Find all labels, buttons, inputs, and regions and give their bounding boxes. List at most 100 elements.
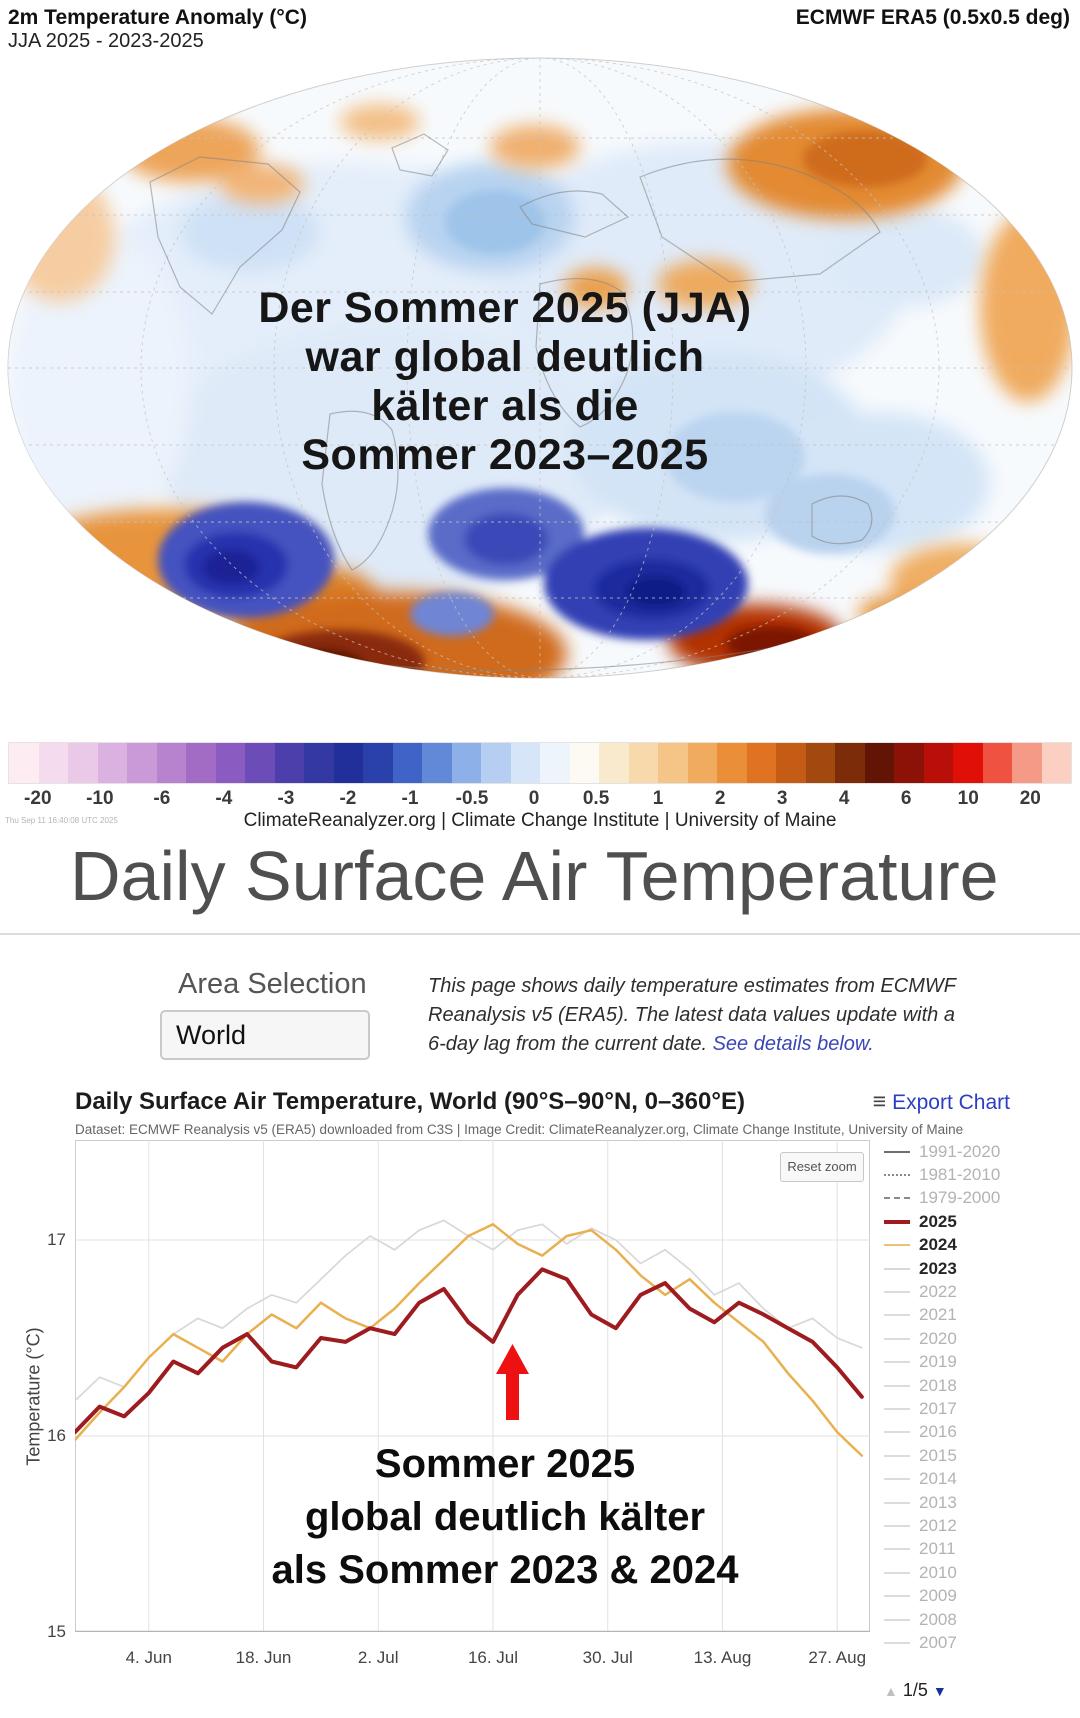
x-tick-label: 30. Jul	[582, 1648, 633, 1667]
x-tick-label: 16. Jul	[467, 1648, 519, 1667]
legend-item-2024[interactable]: 2024	[884, 1234, 1074, 1257]
y-tick-label: 16	[47, 1425, 66, 1445]
legend-item-2015[interactable]: 2015	[884, 1444, 1074, 1467]
annotation-line: als Sommer 2023 & 2024	[271, 1548, 739, 1592]
legend-item-2017[interactable]: 2017	[884, 1397, 1074, 1420]
colorbar-tick: -6	[153, 788, 171, 809]
colorbar-cell	[1012, 743, 1042, 783]
legend-item-2007[interactable]: 2007	[884, 1631, 1074, 1654]
export-chart-button[interactable]: ≡ Export Chart	[873, 1088, 1010, 1115]
colorbar-cells	[8, 742, 1072, 784]
colorbar-tick: -4	[215, 788, 233, 809]
timeseries-chart[interactable]	[75, 1140, 870, 1632]
legend-page-down-icon[interactable]: ▼	[932, 1683, 947, 1699]
legend-pagination: ▲ 1/5 ▼	[884, 1680, 947, 1701]
legend-line-sample	[884, 1407, 910, 1410]
legend-line-sample	[884, 1244, 910, 1247]
colorbar-cell	[245, 743, 275, 783]
hamburger-icon[interactable]: ≡	[872, 1088, 887, 1114]
legend-item-2010[interactable]: 2010	[884, 1561, 1074, 1584]
x-tick-label: 2. Jul	[357, 1648, 399, 1667]
legend-item-2009[interactable]: 2009	[884, 1584, 1074, 1607]
legend-line-sample	[884, 1197, 910, 1200]
colorbar-tick: 1	[652, 788, 664, 809]
legend-line-sample	[884, 1454, 910, 1457]
annotation-line: global deutlich kälter	[304, 1495, 706, 1539]
legend-item-2023[interactable]: 2023	[884, 1257, 1074, 1280]
export-chart-label[interactable]: Export Chart	[892, 1091, 1010, 1114]
annotation-arrow-up-icon	[496, 1344, 529, 1420]
anomaly-map: Der Sommer 2025 (JJA) war global deutlic…	[0, 52, 1080, 684]
colorbar-cell	[746, 743, 776, 783]
legend-label: 2022	[919, 1282, 957, 1302]
colorbar-cell	[215, 743, 245, 783]
legend-item-1981-2010[interactable]: 1981-2010	[884, 1163, 1074, 1186]
series-2025	[75, 1267, 864, 1435]
colorbar-tick: 3	[776, 788, 788, 809]
colorbar-tick: -2	[339, 788, 357, 809]
legend-item-2018[interactable]: 2018	[884, 1374, 1074, 1397]
colorbar-tick: 20	[1019, 788, 1041, 809]
legend-label: 2009	[919, 1586, 957, 1606]
x-tick-label: 18. Jun	[235, 1648, 292, 1667]
colorbar-cell	[156, 743, 186, 783]
legend-label: 2012	[919, 1515, 957, 1535]
legend-item-2014[interactable]: 2014	[884, 1467, 1074, 1490]
area-select-dropdown[interactable]: World	[160, 1010, 370, 1060]
legend-label: 2018	[919, 1375, 957, 1395]
map-overlay-line: war global deutlich	[305, 333, 705, 381]
map-timestamp: Thu Sep 11 16:40:08 UTC 2025	[5, 816, 118, 825]
legend-line-sample	[884, 1548, 910, 1551]
legend-line-sample	[884, 1524, 910, 1527]
legend-line-sample	[884, 1337, 910, 1340]
legend-label: 2010	[919, 1562, 957, 1582]
legend-item-2020[interactable]: 2020	[884, 1327, 1074, 1350]
colorbar-cell	[628, 743, 658, 783]
legend-line-sample	[884, 1431, 910, 1434]
legend-item-2012[interactable]: 2012	[884, 1514, 1074, 1537]
see-details-link[interactable]: See details below.	[712, 1033, 874, 1055]
legend-item-1979-2000[interactable]: 1979-2000	[884, 1187, 1074, 1210]
annotation-line: Sommer 2025	[374, 1442, 636, 1486]
legend-item-2016[interactable]: 2016	[884, 1421, 1074, 1444]
legend-item-2013[interactable]: 2013	[884, 1491, 1074, 1514]
map-source: ECMWF ERA5 (0.5x0.5 deg)	[795, 6, 1070, 29]
map-title: 2m Temperature Anomaly (°C)	[8, 6, 307, 29]
map-overlay-line: Sommer 2023–2025	[301, 431, 709, 479]
colorbar-tick: -0.5	[455, 788, 489, 809]
legend-label: 2008	[919, 1609, 957, 1629]
legend-label: 2011	[919, 1539, 956, 1559]
legend-item-1991-2020[interactable]: 1991-2020	[884, 1140, 1074, 1163]
colorbar-cell	[599, 743, 629, 783]
legend-item-2019[interactable]: 2019	[884, 1351, 1074, 1374]
legend-item-2025[interactable]: 2025	[884, 1210, 1074, 1233]
legend-item-2021[interactable]: 2021	[884, 1304, 1074, 1327]
y-axis-title: Temperature (°C)	[23, 1327, 44, 1466]
legend-item-2008[interactable]: 2008	[884, 1608, 1074, 1631]
colorbar-cell	[186, 743, 216, 783]
legend-line-sample	[884, 1174, 910, 1177]
chart-annotation: Sommer 2025 global deutlich kälter als S…	[155, 1438, 855, 1597]
anomaly-map-svg	[7, 57, 1073, 679]
legend-item-2011[interactable]: 2011	[884, 1538, 1074, 1561]
reset-zoom-button[interactable]: Reset zoom	[780, 1152, 864, 1182]
colorbar-cell	[274, 743, 304, 783]
legend-line-sample	[884, 1478, 910, 1481]
x-tick-label: 4. Jun	[125, 1648, 172, 1667]
legend-item-2022[interactable]: 2022	[884, 1280, 1074, 1303]
colorbar-tick: -3	[277, 788, 295, 809]
legend-label: 2013	[919, 1492, 957, 1512]
legend-line-sample	[884, 1219, 910, 1224]
colorbar-cell	[392, 743, 422, 783]
legend-page-up-icon[interactable]: ▲	[884, 1683, 898, 1699]
map-overlay-line: Der Sommer 2025 (JJA)	[258, 284, 752, 332]
colorbar-tick: 0.5	[582, 788, 610, 809]
colorbar-tick: 0	[528, 788, 540, 809]
colorbar-tick: 4	[838, 788, 850, 809]
legend-page-indicator: 1/5	[902, 1680, 928, 1700]
legend-label: 2023	[919, 1258, 957, 1278]
colorbar-cell	[451, 743, 481, 783]
y-tick-label: 15	[47, 1622, 66, 1641]
legend-line-sample	[884, 1291, 910, 1294]
